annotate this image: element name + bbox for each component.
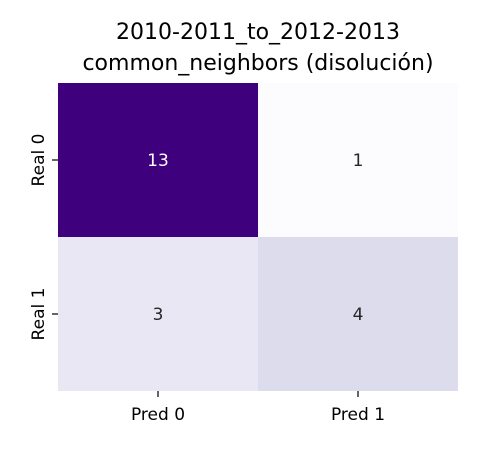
x-tick-label-0: Pred 0 (131, 405, 185, 425)
heatmap-cell-r1-c1 (258, 237, 458, 391)
heatmap-cell-r0-c1 (258, 83, 458, 237)
chart-title-line-2: common_neighbors (disolución) (82, 51, 433, 76)
heatmap-cell-r1-c0 (58, 237, 258, 391)
heatmap-cells: 13 13 4 (58, 83, 458, 391)
cell-value-label-r1-c0: 3 (153, 305, 164, 325)
x-axis-ticks: Pred 0 Pred 1 (131, 391, 385, 425)
y-tick-label-0: Real 0 (29, 134, 49, 187)
heatmap-cell-r0-c0 (58, 83, 258, 237)
y-axis-ticks: Real 0 Real 1 (29, 134, 58, 341)
cell-value-label-r0-c1: 1 (353, 151, 364, 171)
cell-value-label-r1-c1: 4 (353, 305, 364, 325)
chart-title-line-1: 2010-2011_to_2012-2013 (116, 20, 400, 45)
x-tick-label-1: Pred 1 (331, 405, 385, 425)
cell-value-label-r0-c0: 13 (147, 151, 169, 171)
y-tick-label-1: Real 1 (29, 288, 49, 341)
